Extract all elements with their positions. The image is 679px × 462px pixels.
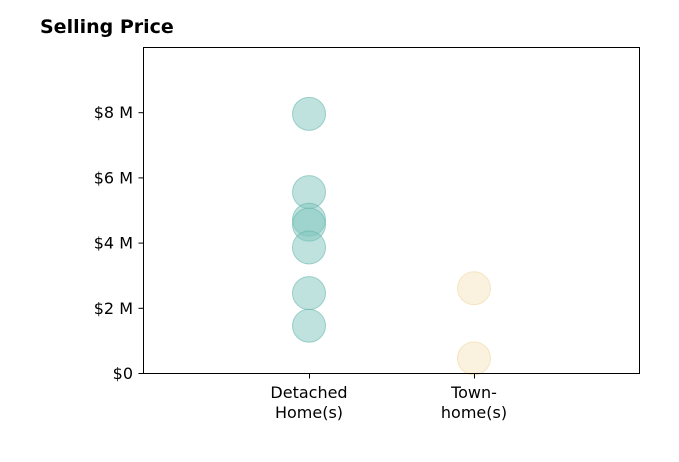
- x-tick-label-1-line-0: Town-: [450, 383, 497, 402]
- data-point-0-4: [292, 230, 326, 265]
- x-tick-label-1-line-1: home(s): [441, 403, 507, 422]
- y-tick-label-3: $6 M: [94, 168, 133, 187]
- data-point-0-0: [292, 96, 326, 131]
- x-tick-label-0-line-0: Detached: [270, 383, 347, 402]
- plot-frame: [143, 47, 640, 374]
- y-tick-label-1: $2 M: [94, 299, 133, 318]
- y-tick-label-4: $8 M: [94, 103, 133, 122]
- data-point-0-6: [292, 308, 326, 343]
- chart-title: Selling Price: [40, 16, 174, 38]
- data-point-0-5: [292, 276, 326, 311]
- y-axis: $0 $2 M $4 M $6 M $8 M: [94, 103, 144, 383]
- points-layer: [292, 96, 491, 376]
- data-point-1-0: [457, 271, 491, 306]
- y-tick-label-0: $0: [113, 364, 133, 383]
- y-tick-label-2: $4 M: [94, 234, 133, 253]
- data-point-1-1: [457, 341, 491, 376]
- x-tick-label-0-line-1: Home(s): [275, 403, 343, 422]
